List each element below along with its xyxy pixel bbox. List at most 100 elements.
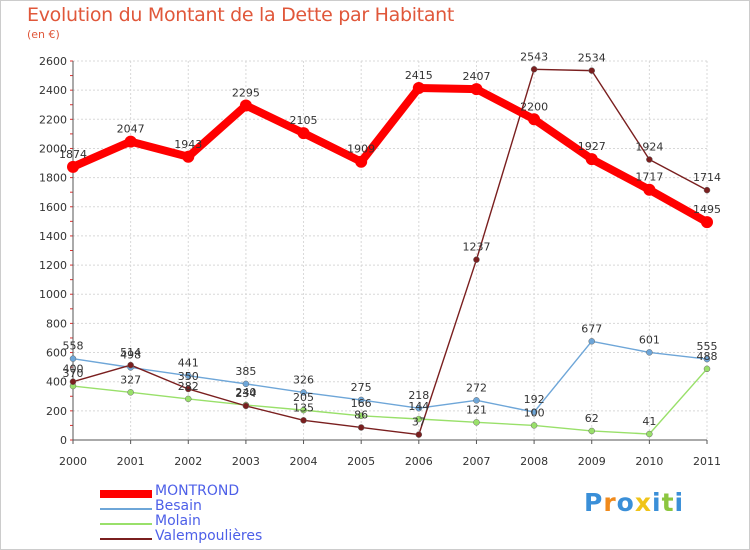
data-label: 41 (642, 415, 656, 428)
data-label: 2543 (520, 50, 548, 63)
data-point (127, 361, 134, 369)
data-label: 135 (293, 401, 314, 414)
data-point (646, 349, 653, 356)
data-point (357, 412, 365, 420)
legend-swatch (100, 490, 152, 498)
y-tick-label: 2400 (39, 84, 67, 97)
data-label: 370 (63, 367, 84, 380)
data-label: 205 (293, 391, 314, 404)
y-tick-label: 2600 (39, 55, 67, 68)
series-lines (69, 68, 711, 436)
data-label: 1874 (59, 148, 87, 161)
data-label: 1927 (578, 140, 606, 153)
data-point (415, 404, 423, 412)
logo-letter: x (634, 488, 652, 517)
logo-letter: i (652, 488, 662, 517)
data-point (300, 406, 307, 414)
data-label: 1943 (174, 138, 202, 151)
x-tick-label: 2002 (174, 455, 202, 468)
x-tick-label: 2000 (59, 455, 87, 468)
data-point (585, 153, 598, 166)
logo-letter: t (661, 488, 675, 517)
data-label: 1495 (693, 203, 721, 216)
data-label: 166 (351, 397, 372, 410)
data-point (703, 355, 711, 363)
series-line-1 (72, 340, 708, 413)
data-label: 2200 (520, 100, 548, 113)
data-point (300, 389, 307, 396)
data-labels: 1874 2047 1943 2295 2105 1909 2415 2407 2200 1927… (59, 50, 721, 428)
data-label: 1237 (462, 241, 490, 254)
legend-label: Besain (155, 498, 202, 514)
data-label: 234 (235, 387, 256, 400)
data-point (588, 338, 595, 345)
y-tick-label: 1400 (39, 230, 67, 243)
data-point (357, 424, 365, 431)
data-point (242, 402, 250, 410)
data-label: 1909 (347, 143, 375, 156)
legend-swatch (100, 523, 152, 525)
y-tick-label: 400 (46, 376, 67, 389)
proxiti-logo: Proxiti (584, 488, 684, 517)
data-label: 498 (120, 348, 141, 361)
y-tick-label: 1600 (39, 201, 67, 214)
data-label: 327 (120, 373, 141, 386)
y-tick-label: 1000 (39, 288, 67, 301)
logo-letter: r (603, 488, 617, 517)
data-point (530, 408, 538, 416)
series-line-3 (72, 68, 708, 436)
y-tick-label: 600 (46, 347, 67, 360)
data-label: 1924 (635, 141, 663, 154)
data-label: 37 (412, 416, 426, 429)
data-label: 385 (235, 365, 256, 378)
y-tick-label: 1800 (39, 172, 67, 185)
logo-letter: P (584, 488, 604, 517)
data-label: 400 (63, 363, 84, 376)
data-point (646, 156, 653, 163)
data-label: 2407 (462, 70, 490, 83)
data-point (528, 113, 541, 126)
x-tick-label: 2009 (578, 455, 606, 468)
data-point (530, 422, 538, 429)
x-tick-label: 2010 (635, 455, 663, 468)
x-tick-label: 2006 (405, 455, 433, 468)
data-point (646, 430, 653, 438)
axes: 0 200 400 600 800 1000 1200 1400 1600 1800 2000 220… (39, 55, 721, 468)
data-label: 282 (178, 380, 199, 393)
data-point (588, 67, 595, 74)
x-tick-label: 2008 (520, 455, 548, 468)
data-point (355, 155, 368, 168)
y-tick-label: 800 (46, 317, 67, 330)
x-tick-label: 2001 (117, 455, 145, 468)
data-label: 488 (697, 350, 718, 363)
data-label: 558 (63, 340, 84, 353)
data-point (530, 66, 538, 73)
data-label: 677 (581, 322, 602, 335)
data-point (242, 380, 250, 388)
data-label: 240 (235, 386, 256, 399)
data-label: 2534 (578, 52, 606, 65)
x-tick-label: 2007 (462, 455, 490, 468)
legend-swatch (100, 538, 152, 540)
data-point (124, 135, 137, 148)
y-tick-label: 2200 (39, 113, 67, 126)
data-point (69, 355, 77, 362)
data-point (415, 431, 423, 438)
y-tick-label: 1200 (39, 259, 67, 272)
series-points (67, 66, 713, 438)
data-label: 350 (178, 370, 199, 383)
data-point (185, 372, 192, 379)
data-point (473, 397, 480, 404)
data-point (643, 183, 656, 196)
data-label: 1714 (693, 171, 721, 184)
x-tick-label: 2004 (290, 455, 318, 468)
chart-title: Evolution du Montant de la Dette par Hab… (27, 4, 455, 26)
data-point (415, 415, 423, 423)
data-label: 441 (178, 357, 199, 370)
legend-swatch (100, 508, 152, 510)
logo-letter: o (616, 488, 635, 517)
legend-label: Valempoulières (155, 528, 263, 544)
logo-letter: i (674, 488, 685, 517)
data-label: 2295 (232, 86, 260, 99)
